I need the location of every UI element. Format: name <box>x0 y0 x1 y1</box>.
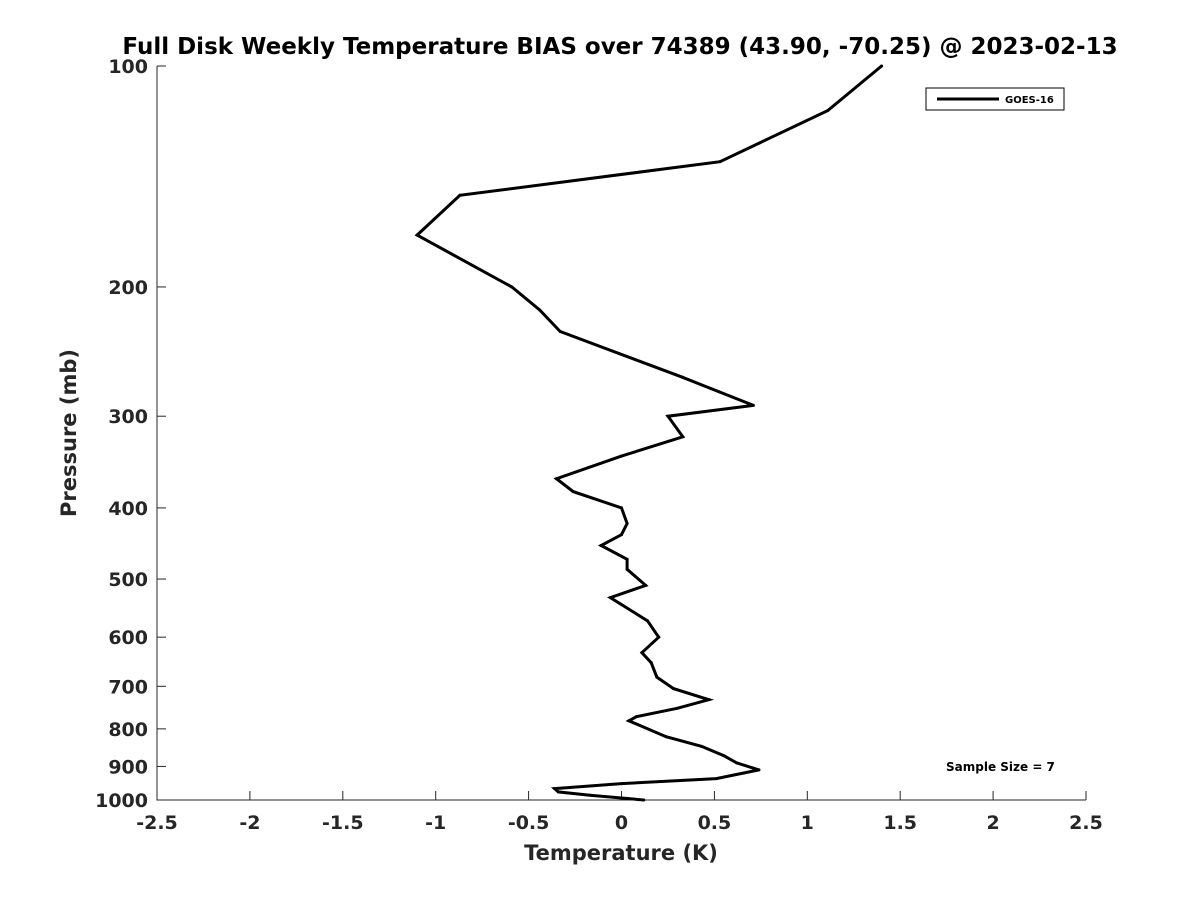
series-point <box>554 477 558 481</box>
series-point <box>757 768 761 772</box>
y-tick-label: 800 <box>108 719 148 741</box>
axis-lines <box>156 66 1086 801</box>
series-point <box>722 754 726 758</box>
series-point <box>620 506 623 510</box>
series-point <box>707 698 711 702</box>
series-point <box>646 619 650 623</box>
series-point <box>558 330 562 334</box>
series-point <box>510 285 514 289</box>
y-tick-label: 600 <box>108 627 148 649</box>
series-point <box>571 490 575 494</box>
series-point <box>588 793 592 797</box>
series-point <box>675 706 679 710</box>
series-point <box>714 777 718 781</box>
x-tick-label: -0.5 <box>508 812 550 834</box>
series-point <box>620 454 623 458</box>
series-point <box>608 596 612 600</box>
series-point <box>751 403 755 407</box>
y-tick-label: 500 <box>108 569 148 591</box>
series-point <box>826 109 830 113</box>
y-tick-label: 300 <box>108 406 148 428</box>
chart-title: Full Disk Weekly Temperature BIAS over 7… <box>122 34 1117 60</box>
legend-label-goes-16: GOES-16 <box>1005 95 1054 106</box>
legend: GOES-16 <box>925 87 1065 111</box>
x-tick-label: 2.5 <box>1069 812 1103 834</box>
series-points <box>415 64 884 802</box>
plot-area: -2.5 -2 -1.5 -1 -0.5 0 0.5 1 1.5 2 2.5 100 200 300 40… <box>95 56 1103 834</box>
series-point <box>640 651 644 655</box>
series-point <box>627 719 631 723</box>
series-point <box>735 761 739 765</box>
y-tick-label: 700 <box>108 676 148 698</box>
series-point <box>553 787 557 791</box>
x-tick-label: 1.5 <box>883 812 917 834</box>
sample-size-annotation: Sample Size = 7 <box>946 760 1055 774</box>
y-axis: 100 200 300 400 500 600 700 800 900 1000 <box>95 56 166 812</box>
x-tick-label: -1 <box>425 812 446 834</box>
series-point <box>666 414 670 418</box>
series-point <box>556 790 560 794</box>
series-point <box>620 533 623 537</box>
series-point <box>538 308 542 312</box>
series-point <box>644 583 648 587</box>
series-point <box>664 735 668 739</box>
series-point <box>880 64 884 68</box>
y-tick-label: 900 <box>108 756 148 778</box>
series-point <box>655 675 659 679</box>
series-point <box>625 557 629 561</box>
series-line-goes-16 <box>414 64 883 802</box>
series-point <box>620 782 623 786</box>
series-point <box>625 521 629 525</box>
x-tick-label: -1.5 <box>322 812 364 834</box>
y-tick-label: 400 <box>108 498 148 520</box>
x-axis: -2.5 -2 -1.5 -1 -0.5 0 0.5 1 1.5 2 2.5 <box>136 791 1103 834</box>
series-point <box>642 798 646 802</box>
y-tick-label: 100 <box>108 56 148 78</box>
series-point <box>415 233 419 237</box>
x-tick-label: 0 <box>615 812 628 834</box>
y-tick-label: 200 <box>108 277 148 299</box>
series-point <box>649 661 653 665</box>
series-point <box>681 435 685 439</box>
series-point <box>599 543 603 547</box>
y-tick-label: 1000 <box>95 790 148 812</box>
series-point <box>672 687 676 691</box>
x-tick-label: 2 <box>986 812 999 834</box>
series-point <box>718 160 722 164</box>
y-axis-label: Pressure (mb) <box>57 349 81 517</box>
series-point <box>625 567 629 571</box>
x-tick-label: -2 <box>239 812 260 834</box>
series-point <box>657 635 661 639</box>
x-tick-label: 1 <box>801 812 814 834</box>
series-point <box>634 715 638 719</box>
x-tick-label: -2.5 <box>136 812 178 834</box>
x-tick-label: 0.5 <box>698 812 732 834</box>
series-point <box>679 375 683 379</box>
series-point <box>458 193 462 197</box>
series-point <box>699 744 703 748</box>
x-axis-label: Temperature (K) <box>524 841 718 865</box>
